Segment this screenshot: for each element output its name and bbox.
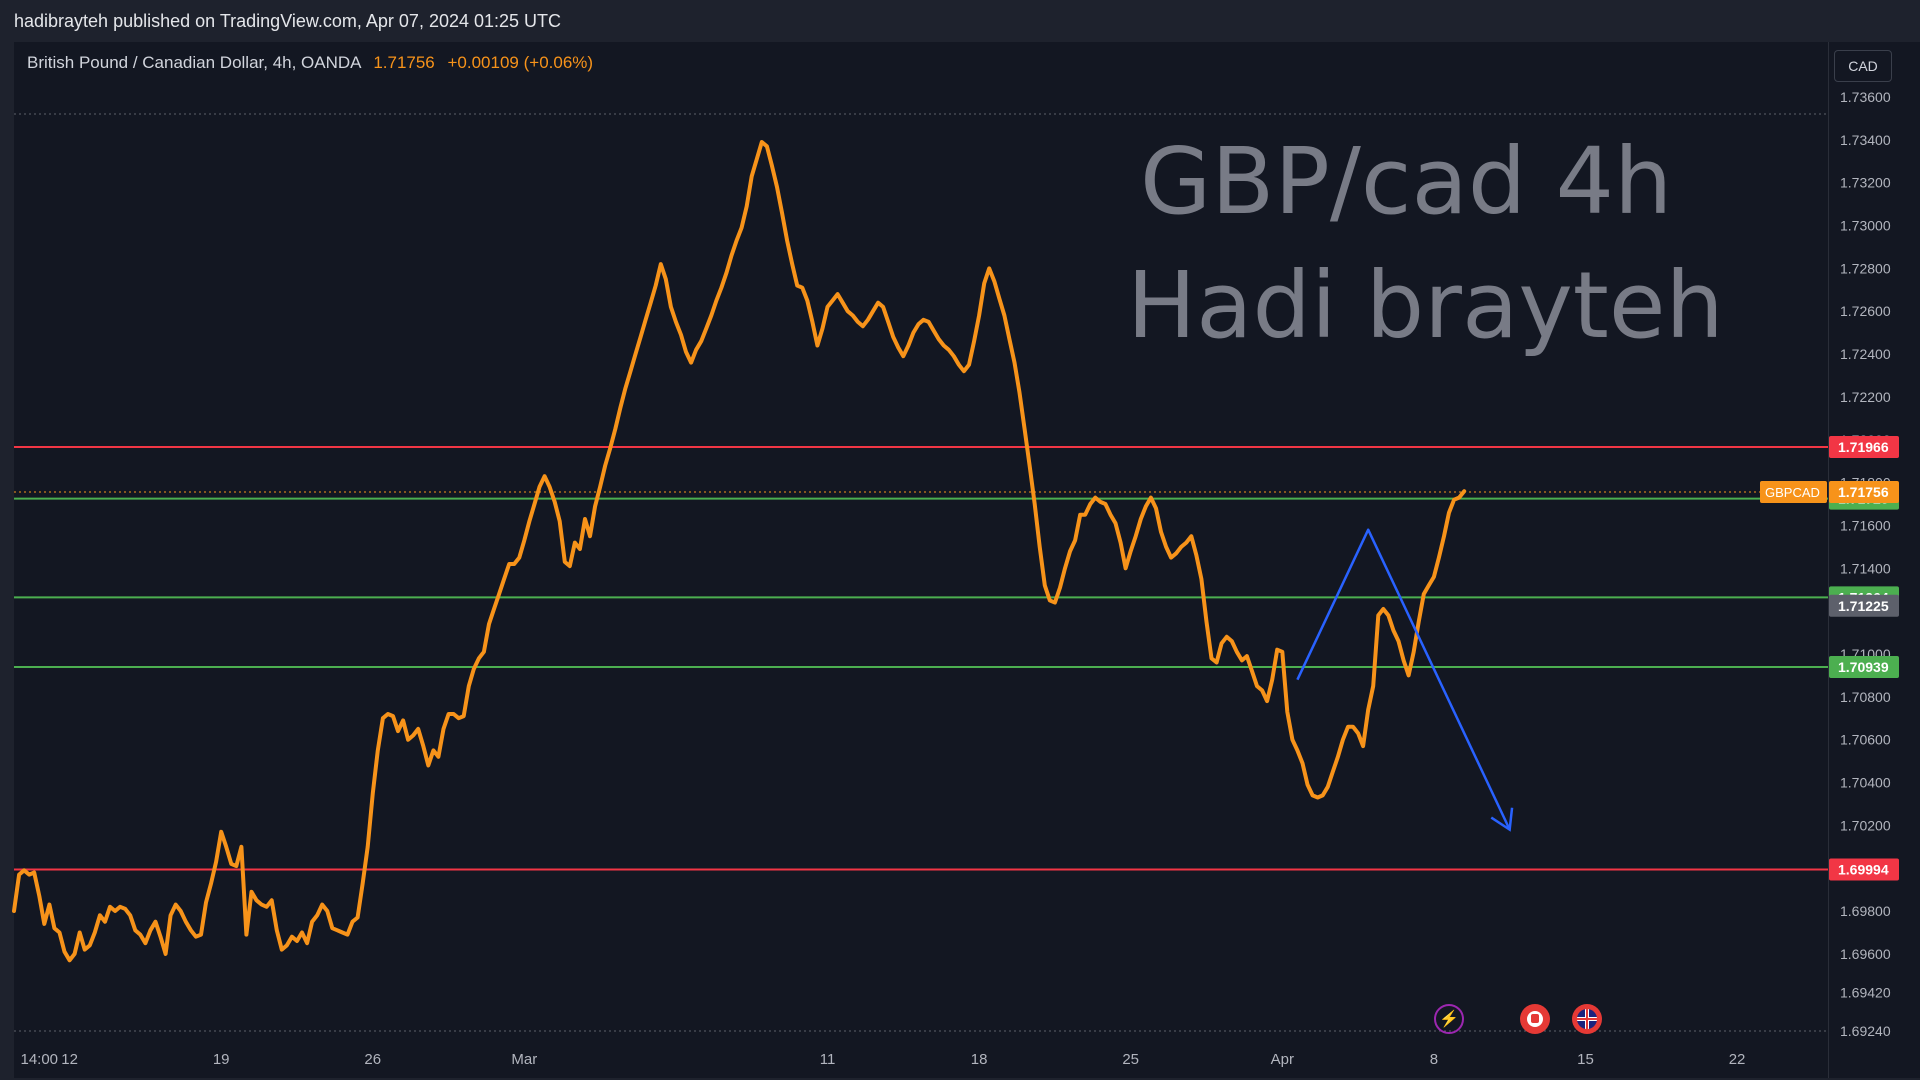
price-tag-1: [1829, 594, 1899, 617]
symbol-tag-label: GBPCAD: [1765, 485, 1820, 500]
level-tag-0: [1829, 436, 1899, 459]
y-tick-label: 1.70800: [1840, 689, 1891, 705]
canada-flag-icon[interactable]: [1520, 1004, 1550, 1034]
projection-path: [1296, 528, 1511, 831]
level-tag-label: 1.69994: [1838, 861, 1889, 877]
price-axis[interactable]: [1828, 42, 1920, 1078]
y-tick-label: 1.72800: [1840, 260, 1891, 276]
x-tick-label: Mar: [511, 1051, 537, 1068]
chart-pane[interactable]: [14, 42, 1828, 1078]
top-bar: hadibrayteh published on TradingView.com…: [0, 0, 1920, 42]
x-tick-label: 12: [61, 1051, 78, 1068]
y-tick-label: 1.71600: [1840, 517, 1891, 533]
watermark-title: GBP/cad 4h: [1140, 128, 1673, 235]
x-tick-label: 14:00: [20, 1051, 58, 1068]
level-tag-3: [1829, 656, 1899, 679]
y-tick-label: 1.72400: [1840, 346, 1891, 362]
y-tick-label: 1.70200: [1840, 817, 1891, 833]
x-tick-label: 22: [1729, 1051, 1746, 1068]
projection-arrowhead: [1490, 807, 1514, 832]
x-tick-label: 25: [1122, 1051, 1139, 1068]
y-tick-label: 1.70400: [1840, 775, 1891, 791]
y-tick-label: 1.73000: [1840, 218, 1891, 234]
x-tick-label: 18: [971, 1051, 988, 1068]
y-tick-label: 1.69240: [1840, 1023, 1891, 1039]
y-tick-label: 1.69800: [1840, 903, 1891, 919]
x-tick-label: 19: [213, 1051, 230, 1068]
y-tick-label: 1.72200: [1840, 389, 1891, 405]
x-tick-label: 11: [820, 1051, 836, 1068]
price-tag-0: [1829, 481, 1899, 504]
level-tag-label: 1.70939: [1838, 659, 1889, 675]
symbol-legend[interactable]: British Pound / Canadian Dollar, 4h, OAN…: [27, 53, 593, 73]
level-tag-label: 1.71966: [1838, 439, 1889, 455]
series-line-gbpcad: [12, 140, 1467, 963]
price-tag-label: 1.71225: [1838, 598, 1889, 614]
x-tick-label: 8: [1430, 1051, 1438, 1068]
legend-last-price: 1.71756: [373, 53, 435, 72]
legend-change: +0.00109 (+0.06%): [447, 53, 594, 72]
x-tick-label: Apr: [1271, 1051, 1294, 1068]
y-tick-label: 1.73200: [1840, 175, 1891, 191]
currency-button[interactable]: CAD: [1834, 50, 1892, 82]
level-tag-4: [1829, 858, 1899, 881]
price-tag-label: 1.71756: [1838, 484, 1889, 500]
symbol-description: British Pound / Canadian Dollar, 4h, OAN…: [27, 53, 361, 72]
y-tick-label: 1.71400: [1840, 560, 1891, 576]
x-tick-label: 15: [1577, 1051, 1594, 1068]
published-text: hadibrayteh published on TradingView.com…: [14, 11, 562, 31]
y-tick-label: 1.69420: [1840, 984, 1891, 1000]
watermark-author: Hadi brayteh: [1127, 252, 1724, 359]
symbol-tag: [1760, 481, 1827, 504]
y-tick-label: 1.70600: [1840, 732, 1891, 748]
y-tick-label: 1.72600: [1840, 303, 1891, 319]
uk-flag-icon[interactable]: [1572, 1004, 1602, 1034]
x-tick-label: 26: [364, 1051, 381, 1068]
y-tick-label: 1.73600: [1840, 89, 1891, 105]
y-tick-label: 1.69600: [1840, 946, 1891, 962]
y-tick-label: 1.73400: [1840, 132, 1891, 148]
lightning-icon[interactable]: ⚡: [1434, 1004, 1464, 1034]
